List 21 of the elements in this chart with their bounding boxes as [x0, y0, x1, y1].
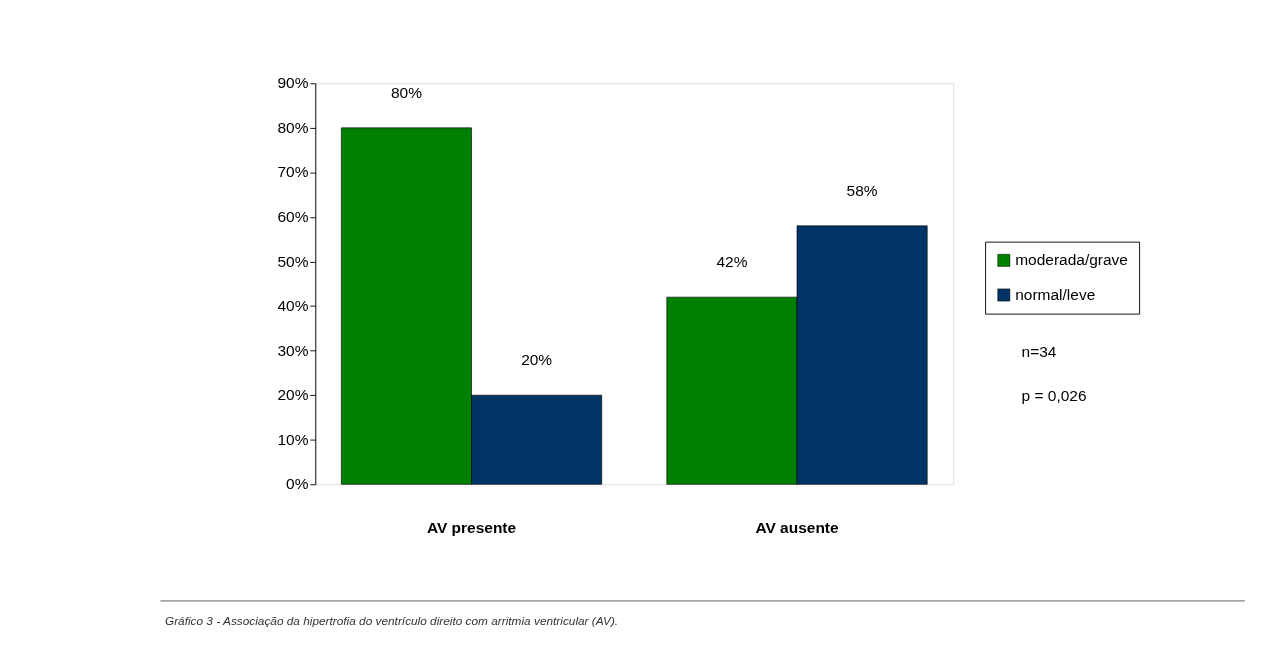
y-tick-label: 30%	[277, 341, 309, 359]
data-label: 42%	[716, 253, 748, 271]
legend-label: moderada/grave	[1015, 250, 1128, 268]
y-tick-label: 20%	[277, 386, 309, 404]
y-tick-label: 40%	[277, 297, 309, 315]
y-tick-label: 80%	[277, 118, 309, 136]
x-tick-label: AV ausente	[755, 519, 839, 537]
y-tick-label: 0%	[286, 475, 309, 493]
data-label: 80%	[390, 83, 423, 101]
text: n=34	[1021, 342, 1057, 360]
data-label: 20%	[521, 351, 553, 369]
legend-label: normal/leve	[1015, 285, 1096, 303]
y-tick-label: 50%	[277, 252, 309, 270]
y-tick-label: 90%	[277, 74, 309, 92]
data-label: 58%	[846, 181, 878, 199]
text: Gráfico 3 - Associação da hipertrofia do ventrículo direito com arritmia ventricular (AV).	[164, 613, 619, 628]
text: p = 0,026	[1021, 386, 1087, 404]
y-tick-label: 60%	[277, 207, 309, 225]
x-tick-label: AV presente	[426, 519, 517, 537]
y-tick-label: 70%	[277, 163, 309, 181]
y-tick-label: 10%	[277, 430, 309, 448]
